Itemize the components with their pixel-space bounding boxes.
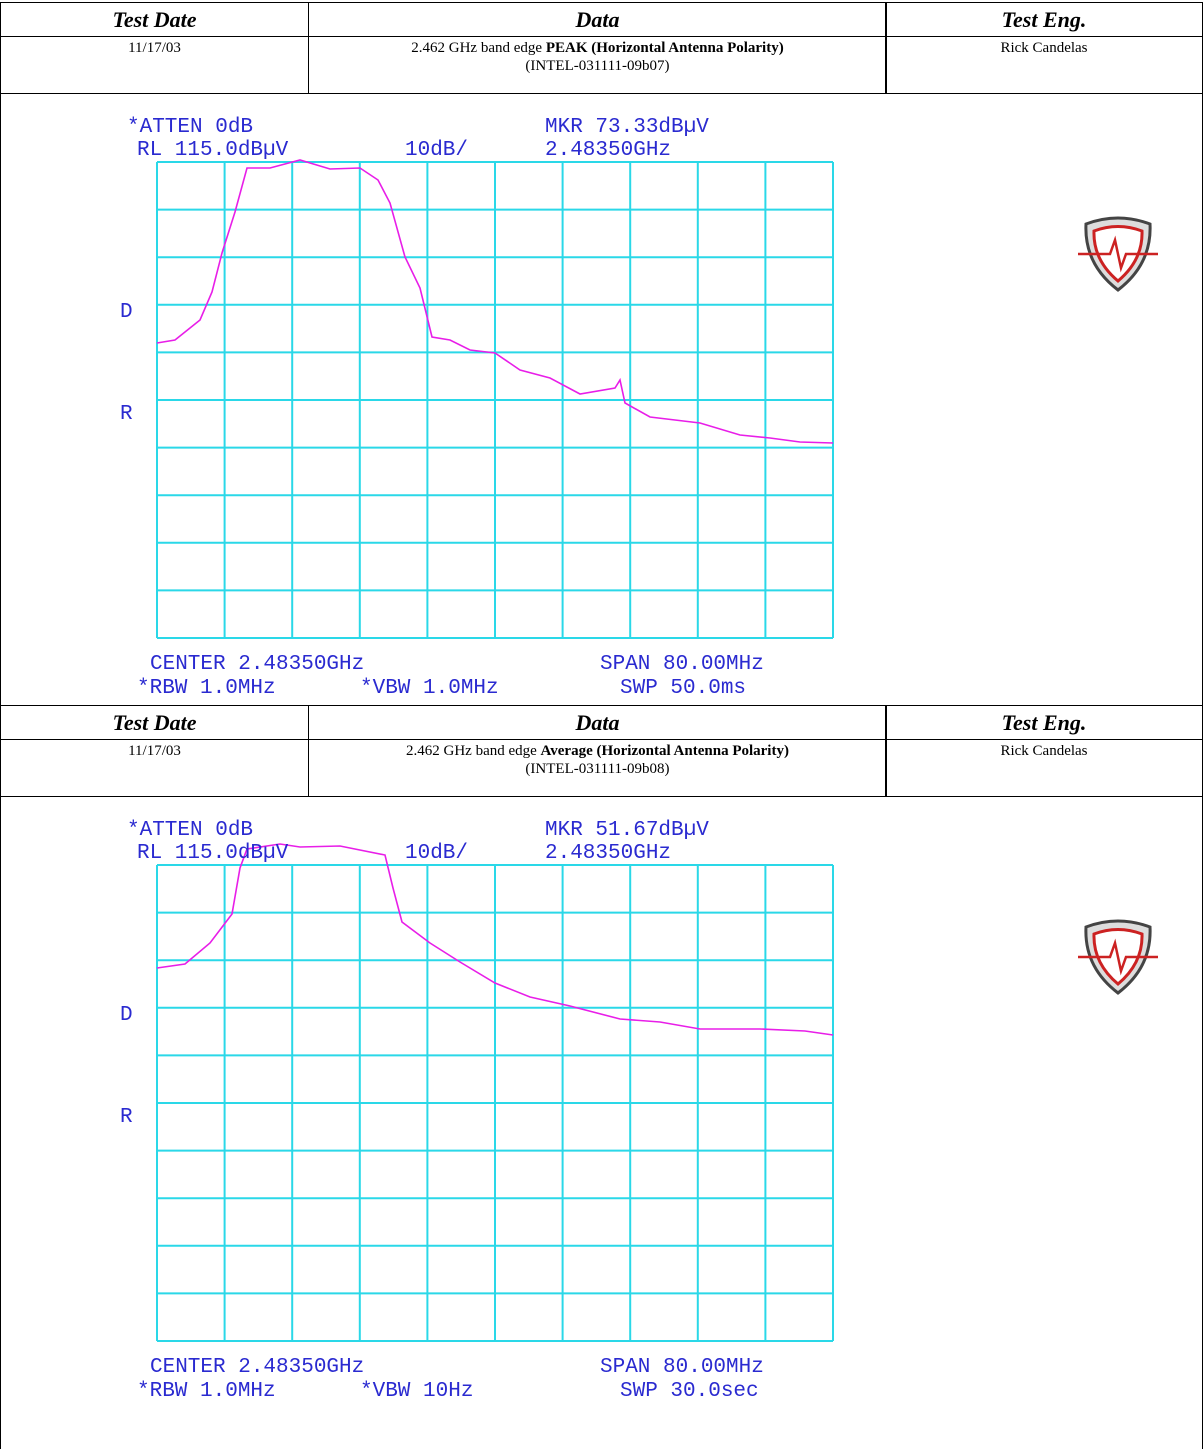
data-id: (INTEL-031111-09b07)	[525, 58, 670, 74]
date-cell: 11/17/03	[0, 36, 309, 94]
data-bold: Average (Horizontal Antenna Polarity)	[540, 743, 789, 759]
center: CENTER 2.48350GHz	[150, 1356, 364, 1379]
sweep: SWP 50.0ms	[620, 677, 746, 700]
marker: MKR 51.67dBµV	[545, 819, 709, 842]
header-cell: Test Eng.	[885, 705, 1203, 740]
logo	[1078, 919, 1158, 995]
scale: 10dB/	[405, 842, 468, 865]
ref-level: RL 115.0dBµV	[137, 842, 289, 865]
marker-freq: 2.48350GHz	[545, 139, 671, 162]
logo	[1078, 216, 1158, 292]
label-d: D	[120, 1004, 133, 1027]
label-r: R	[120, 1106, 133, 1129]
trace	[156, 843, 834, 1036]
atten: *ATTEN 0dB	[127, 116, 253, 139]
date-cell: 11/17/03	[0, 739, 309, 797]
header-cell: Test Eng.	[885, 2, 1203, 37]
data-cell: 2.462 GHz band edge Average (Horizontal …	[308, 739, 887, 797]
eng-cell: Rick Candelas	[885, 36, 1203, 94]
data-prefix: 2.462 GHz band edge	[411, 40, 546, 56]
data-bold: PEAK (Horizontal Antenna Polarity)	[545, 40, 784, 56]
eng-cell: Rick Candelas	[885, 739, 1203, 797]
ref-level: RL 115.0dBµV	[137, 139, 289, 162]
marker: MKR 73.33dBµV	[545, 116, 709, 139]
center: CENTER 2.48350GHz	[150, 653, 364, 676]
data-cell: 2.462 GHz band edge PEAK (Horizontal Ant…	[308, 36, 887, 94]
rbw: *RBW 1.0MHz	[137, 1380, 276, 1403]
span: SPAN 80.00MHz	[600, 1356, 764, 1379]
scale: 10dB/	[405, 139, 468, 162]
logo-pulse	[1078, 938, 1158, 976]
logo-pulse	[1078, 235, 1158, 273]
marker-freq: 2.48350GHz	[545, 842, 671, 865]
label-r: R	[120, 403, 133, 426]
header-cell: Data	[308, 2, 887, 37]
sweep: SWP 30.0sec	[620, 1380, 759, 1403]
data-id: (INTEL-031111-09b08)	[525, 761, 670, 777]
rbw: *RBW 1.0MHz	[137, 677, 276, 700]
vbw: *VBW 10Hz	[360, 1380, 473, 1403]
span: SPAN 80.00MHz	[600, 653, 764, 676]
header-cell: Data	[308, 705, 887, 740]
vbw: *VBW 1.0MHz	[360, 677, 499, 700]
atten: *ATTEN 0dB	[127, 819, 253, 842]
header-cell: Test Date	[0, 705, 309, 740]
header-cell: Test Date	[0, 2, 309, 37]
data-prefix: 2.462 GHz band edge	[406, 743, 541, 759]
trace	[156, 159, 834, 444]
label-d: D	[120, 301, 133, 324]
